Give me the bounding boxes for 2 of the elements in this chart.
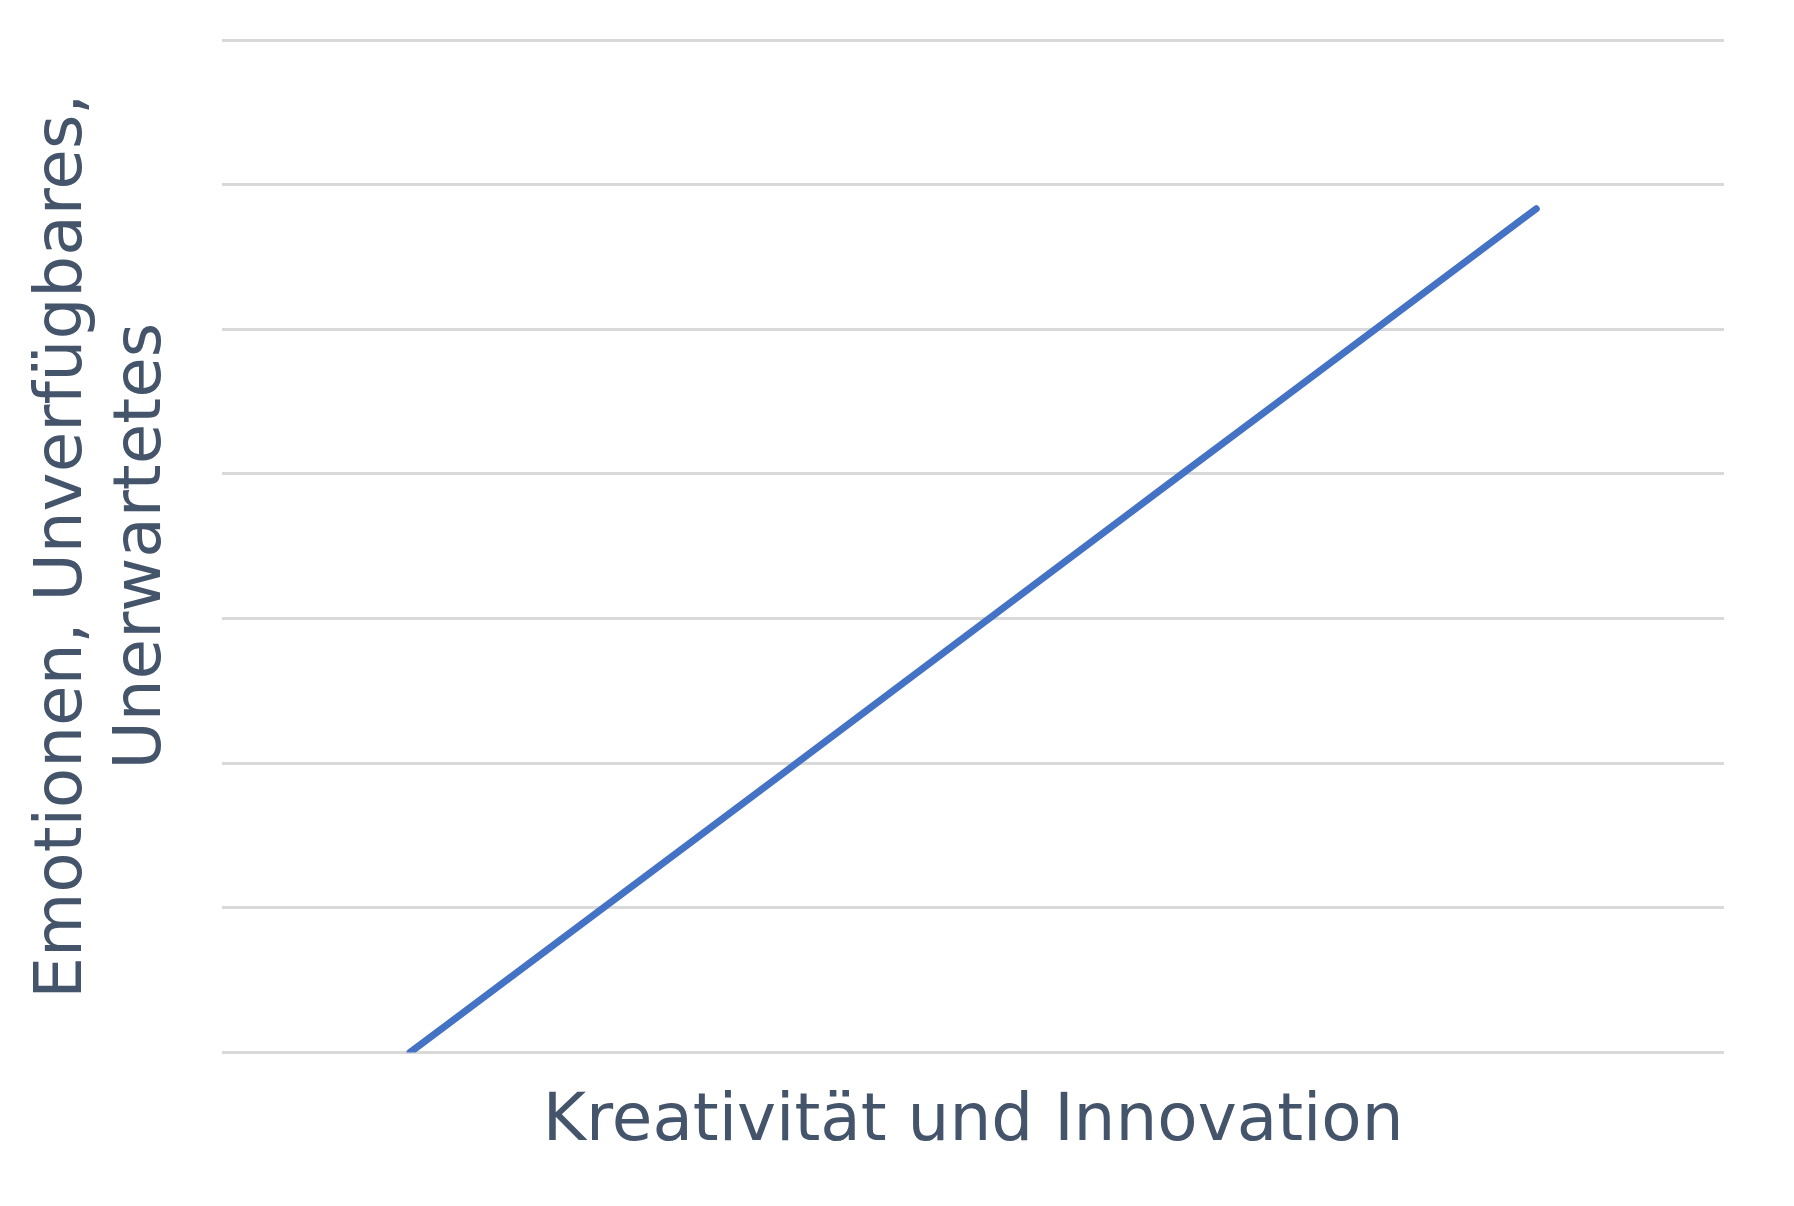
x-axis-title: Kreativität und Innovation [542, 1078, 1404, 1156]
y-axis-title: Emotionen, Unverfügbares, Unerwartetes [19, 93, 176, 999]
